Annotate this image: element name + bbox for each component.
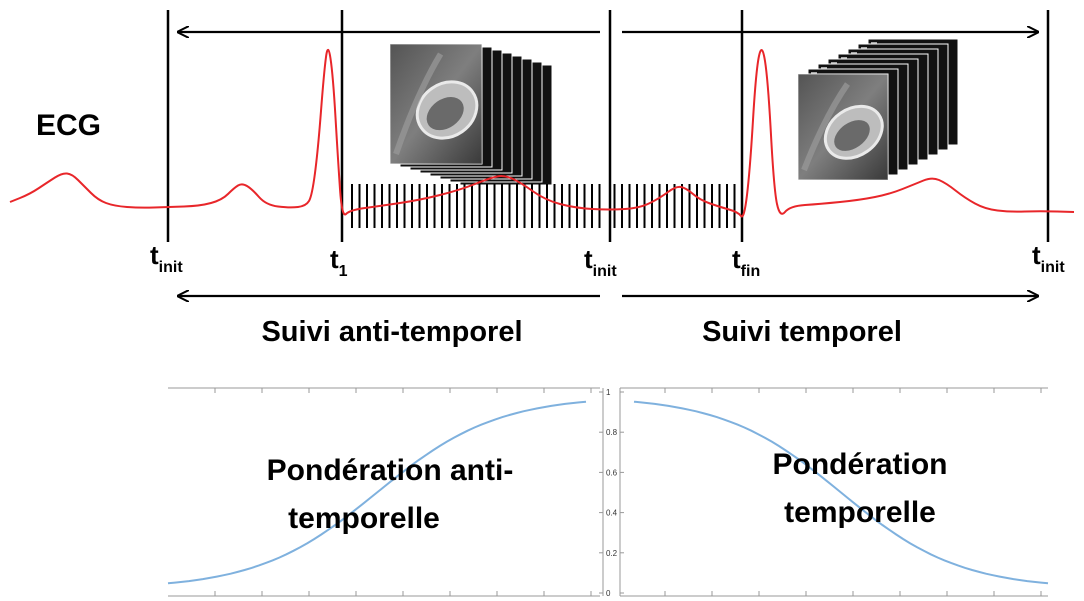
ecg-label: ECG [36, 109, 101, 142]
weight-y-axis: 0 0.2 0.4 0.6 0.8 1 [599, 388, 624, 598]
ecg-trace [9, 48, 1075, 218]
tinit-label-center: tinit [584, 244, 617, 280]
tinit-label-left: tinit [150, 240, 183, 276]
anti-temporal-weight-plot: 0 0.2 0.4 0.6 0.8 1 [167, 387, 624, 598]
tfin-label: tfin [732, 244, 760, 280]
frame-acquisition-ticks [351, 184, 736, 228]
mri-image-stack-right [797, 38, 959, 181]
anti-temporal-weight-curve [167, 400, 587, 585]
svg-text:tinit: tinit [1032, 240, 1065, 276]
mri-frame [797, 73, 889, 181]
mri-image-stack-left [389, 43, 553, 186]
svg-text:t1: t1 [330, 244, 348, 280]
weight-axis-tick-label: 0 [606, 589, 611, 598]
svg-text:tinit: tinit [584, 244, 617, 280]
weight-axis-tick-label: 0.2 [606, 549, 618, 558]
weight-axis-tick-label: 1 [606, 388, 611, 397]
t1-label: t1 [330, 244, 348, 280]
svg-text:tfin: tfin [732, 244, 760, 280]
tinit-label-right: tinit [1032, 240, 1065, 276]
temporal-tracking-label: Suivi temporel [702, 316, 902, 348]
weight-axis-tick-label: 0.8 [606, 428, 618, 437]
svg-text:tinit: tinit [150, 240, 183, 276]
plot-left-x-ticks [214, 388, 592, 596]
anti-temporal-tracking-label: Suivi anti-temporel [261, 316, 522, 348]
temporal-weight-label-line1: Pondération [772, 448, 947, 481]
temporal-weight-label-line2: temporelle [784, 496, 936, 529]
mri-frame [389, 43, 483, 165]
weight-axis-tick-label: 0.6 [606, 468, 618, 477]
anti-temporal-weight-label-line2: temporelle [288, 502, 440, 535]
plot-right-x-ticks [664, 388, 1042, 596]
anti-temporal-weight-label-line1: Pondération anti- [267, 454, 514, 487]
weight-axis-tick-label: 0.4 [606, 509, 618, 518]
temporal-weight-plot [619, 387, 1049, 597]
temporal-weight-curve [633, 400, 1049, 585]
